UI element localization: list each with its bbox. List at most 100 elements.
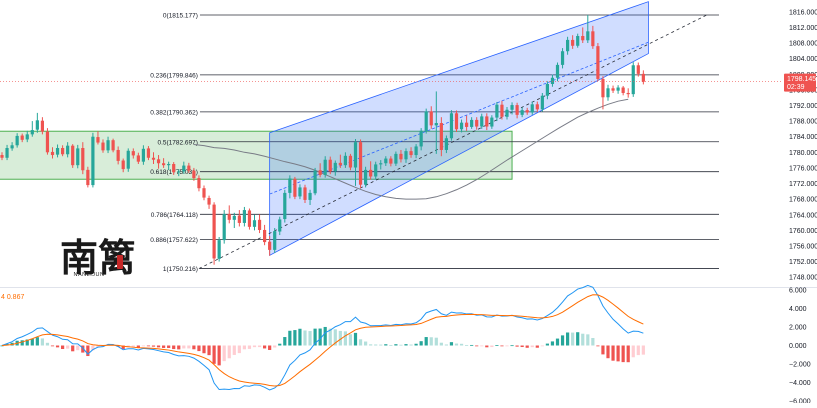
- candle-body[interactable]: [81, 148, 85, 171]
- candle-body[interactable]: [611, 88, 615, 91]
- candle-body[interactable]: [222, 213, 226, 241]
- candle-body[interactable]: [424, 111, 428, 131]
- candle-body[interactable]: [96, 137, 100, 143]
- candle-body[interactable]: [50, 151, 55, 156]
- candle-body[interactable]: [227, 213, 231, 220]
- candle-body[interactable]: [399, 153, 403, 160]
- candle-body[interactable]: [601, 78, 605, 98]
- candle-body[interactable]: [535, 104, 539, 110]
- candle-body[interactable]: [631, 65, 635, 95]
- candle-body[interactable]: [475, 119, 479, 127]
- candle-body[interactable]: [596, 46, 600, 79]
- candle-body[interactable]: [459, 122, 464, 130]
- candle-body[interactable]: [121, 160, 125, 170]
- candle-body[interactable]: [374, 164, 378, 177]
- candle-body[interactable]: [187, 165, 191, 171]
- candle-body[interactable]: [242, 210, 246, 223]
- candle-body[interactable]: [616, 87, 620, 91]
- candle-body[interactable]: [247, 210, 252, 227]
- parallel-channel[interactable]: [269, 1, 649, 257]
- candle-body[interactable]: [15, 135, 19, 146]
- candle-body[interactable]: [545, 84, 549, 96]
- candle-body[interactable]: [555, 64, 560, 78]
- candle-body[interactable]: [298, 187, 302, 197]
- candle-body[interactable]: [40, 120, 44, 132]
- candle-body[interactable]: [136, 155, 140, 162]
- candle-body[interactable]: [606, 88, 610, 98]
- candle-body[interactable]: [313, 170, 317, 194]
- candle-body[interactable]: [30, 130, 34, 135]
- candle-body[interactable]: [540, 95, 544, 110]
- candle-body[interactable]: [5, 148, 9, 158]
- candle-body[interactable]: [571, 39, 575, 46]
- candle-body[interactable]: [217, 240, 221, 259]
- candle-body[interactable]: [162, 163, 166, 166]
- candle-body[interactable]: [106, 140, 110, 151]
- candle-body[interactable]: [465, 122, 469, 127]
- candle-body[interactable]: [293, 178, 297, 197]
- candle-body[interactable]: [505, 109, 509, 117]
- candle-body[interactable]: [91, 136, 95, 186]
- candle-body[interactable]: [197, 178, 201, 189]
- candle-body[interactable]: [212, 204, 216, 259]
- candle-body[interactable]: [141, 148, 145, 162]
- candle-body[interactable]: [636, 65, 640, 74]
- candle-body[interactable]: [61, 148, 65, 155]
- candle-body[interactable]: [510, 105, 514, 110]
- candle-body[interactable]: [252, 220, 257, 227]
- candle-body[interactable]: [308, 192, 312, 200]
- candle-body[interactable]: [389, 158, 393, 164]
- candle-body[interactable]: [268, 241, 272, 250]
- candle-body[interactable]: [263, 229, 267, 243]
- candle-body[interactable]: [454, 113, 459, 130]
- candle-body[interactable]: [429, 111, 433, 126]
- candle-body[interactable]: [520, 110, 524, 115]
- candle-body[interactable]: [353, 142, 358, 168]
- candle-body[interactable]: [419, 130, 423, 147]
- candle-body[interactable]: [257, 219, 262, 230]
- candle-body[interactable]: [318, 170, 322, 175]
- candle-body[interactable]: [177, 171, 181, 173]
- candle-body[interactable]: [283, 192, 287, 220]
- candle-body[interactable]: [348, 155, 353, 168]
- candle-body[interactable]: [116, 149, 120, 161]
- candle-body[interactable]: [278, 219, 282, 232]
- candle-body[interactable]: [86, 169, 90, 186]
- candle-body[interactable]: [495, 104, 499, 118]
- candle-body[interactable]: [384, 158, 388, 164]
- candle-body[interactable]: [131, 151, 135, 156]
- candle-body[interactable]: [566, 39, 570, 52]
- candle-body[interactable]: [20, 135, 24, 140]
- candle-body[interactable]: [621, 87, 625, 93]
- candle-body[interactable]: [55, 148, 60, 155]
- candle-body[interactable]: [303, 187, 307, 200]
- candle-body[interactable]: [434, 123, 438, 126]
- candle-body[interactable]: [500, 104, 504, 117]
- candle-body[interactable]: [525, 110, 529, 113]
- candle-body[interactable]: [550, 77, 555, 85]
- candle-body[interactable]: [156, 159, 161, 164]
- candle-body[interactable]: [207, 197, 211, 205]
- candle-body[interactable]: [641, 73, 645, 82]
- candle-body[interactable]: [560, 51, 565, 65]
- candle-body[interactable]: [485, 116, 489, 127]
- candle-body[interactable]: [338, 162, 342, 166]
- candle-body[interactable]: [591, 31, 595, 47]
- candle-body[interactable]: [439, 123, 443, 150]
- candle-body[interactable]: [530, 104, 534, 113]
- candle-body[interactable]: [333, 162, 337, 172]
- candle-body[interactable]: [0, 155, 4, 158]
- candle-body[interactable]: [364, 169, 368, 185]
- candle-body[interactable]: [35, 120, 39, 130]
- candle-body[interactable]: [444, 138, 448, 150]
- candle-body[interactable]: [182, 165, 186, 172]
- candle-body[interactable]: [71, 145, 75, 166]
- candle-body[interactable]: [66, 145, 70, 155]
- candle-body[interactable]: [126, 150, 130, 169]
- candle-body[interactable]: [232, 215, 236, 220]
- candle-body[interactable]: [379, 163, 383, 165]
- candle-body[interactable]: [490, 117, 494, 127]
- candle-body[interactable]: [167, 164, 171, 166]
- candle-body[interactable]: [414, 146, 418, 156]
